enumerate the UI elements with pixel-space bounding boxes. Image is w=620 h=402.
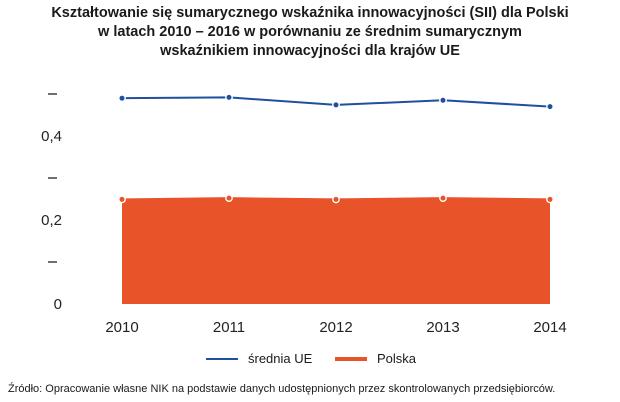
point-polska-2014 <box>546 195 554 204</box>
point-polska-2013 <box>439 194 447 203</box>
point-polska-2010 <box>118 195 126 204</box>
point-polska-2011 <box>225 194 233 203</box>
legend-label-polska: Polska <box>377 351 417 366</box>
legend-item-polska: Polska <box>335 351 416 366</box>
x-tick-label-2011: 2011 <box>213 319 245 336</box>
x-tick-label-2013: 2013 <box>426 319 459 336</box>
x-tick-label-2012: 2012 <box>319 319 352 336</box>
point-średnia-ue-2012 <box>332 101 340 109</box>
x-tick-label-2014: 2014 <box>533 319 566 336</box>
legend-label-srednia-ue: średnia UE <box>248 351 313 366</box>
chart-title-line-2: w latach 2010 – 2016 w porównaniu ze śre… <box>98 24 522 40</box>
point-średnia-ue-2014 <box>546 102 554 111</box>
legend-item-srednia-ue: średnia UE <box>206 351 312 366</box>
y-tick-label-2: 0,2 <box>41 212 62 229</box>
y-tick-label-4: 0,4 <box>41 128 62 145</box>
legend-swatch-srednia-ue <box>206 357 238 360</box>
y-tick-label-0: 0 <box>54 296 62 313</box>
chart-title: Kształtowanie się sumarycznego wskaźnika… <box>0 4 620 61</box>
chart-legend: średnia UE Polska <box>0 351 620 371</box>
chart-title-line-3: wskaźnikiem innowacyjności dla krajów UE <box>160 43 460 59</box>
area-series-polska <box>122 198 550 304</box>
line-chart: 0 0,2 0,4 2010 2011 2012 2013 2014 <box>41 93 567 336</box>
point-średnia-ue-2013 <box>439 96 447 105</box>
point-średnia-ue-2010 <box>118 94 126 103</box>
point-średnia-ue-2011 <box>225 93 233 102</box>
point-polska-2012 <box>332 195 340 204</box>
x-tick-label-2010: 2010 <box>105 319 138 336</box>
legend-swatch-polska <box>335 356 367 361</box>
source-note: Źródło: Opracowanie własne NIK na podsta… <box>8 383 556 395</box>
chart-title-line-1: Kształtowanie się sumarycznego wskaźnika… <box>51 5 569 21</box>
